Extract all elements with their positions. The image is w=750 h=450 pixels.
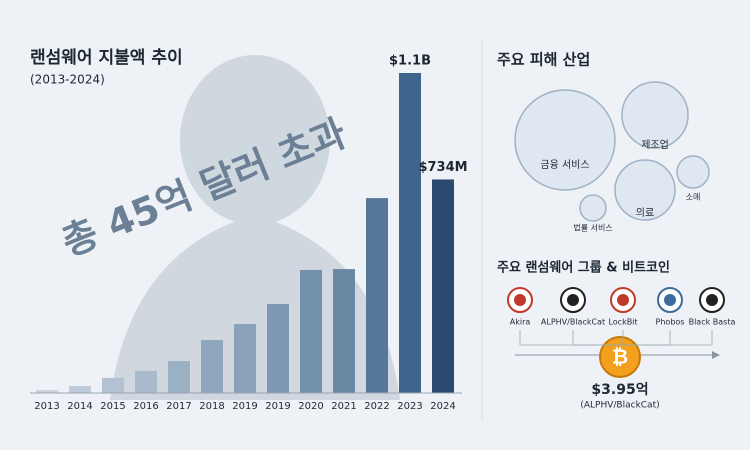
group-link bbox=[620, 330, 713, 346]
x-tick-label: 2019 bbox=[232, 401, 257, 412]
industry-bubble bbox=[514, 89, 616, 191]
bar bbox=[366, 198, 388, 393]
x-tick-label: 2018 bbox=[199, 401, 224, 412]
group-icon-core bbox=[514, 294, 526, 306]
groups-title: 주요 랜섬웨어 그룹 & 비트코인 bbox=[497, 260, 670, 276]
bar bbox=[234, 324, 256, 393]
amount: $3.95억 bbox=[591, 382, 648, 398]
bar bbox=[201, 340, 223, 393]
bar bbox=[135, 370, 157, 393]
industry-label: 금융 서비스 bbox=[540, 159, 589, 171]
industry-label: 의료 bbox=[636, 207, 654, 219]
bar bbox=[168, 361, 190, 393]
x-tick-label: 2023 bbox=[397, 401, 422, 412]
bar bbox=[432, 179, 454, 393]
industries-title: 주요 피해 산업 bbox=[497, 51, 590, 69]
chart-title: 랜섬웨어 지불액 추이 bbox=[30, 48, 183, 68]
group-label: Phobos bbox=[656, 318, 685, 327]
value-label: $1.1B bbox=[389, 54, 431, 69]
bar bbox=[69, 386, 91, 393]
bitcoin-symbol: ₿ bbox=[612, 345, 628, 369]
value-label: $734M bbox=[418, 160, 467, 175]
x-tick-label: 2020 bbox=[298, 401, 323, 412]
bitcoin-icon bbox=[599, 336, 641, 378]
industry-label: 제조업 bbox=[641, 138, 669, 151]
group-icon-core bbox=[567, 294, 579, 306]
chart-subtitle: (2013-2024) bbox=[30, 73, 105, 87]
industry-bubble bbox=[614, 159, 676, 221]
x-tick-label: 2016 bbox=[133, 401, 158, 412]
industry-bubble bbox=[621, 81, 689, 149]
x-tick-label: 2015 bbox=[100, 401, 125, 412]
industry-label: 소매 bbox=[686, 193, 701, 202]
bar bbox=[399, 73, 421, 393]
bar bbox=[267, 303, 289, 393]
timeline-arrow bbox=[712, 351, 720, 359]
group-icon-core bbox=[617, 294, 629, 306]
group-icon-core bbox=[664, 294, 676, 306]
industry-bubble bbox=[676, 155, 710, 189]
silhouette bbox=[110, 55, 400, 400]
bar bbox=[300, 269, 322, 393]
bar bbox=[102, 377, 124, 393]
group-icon-core bbox=[706, 294, 718, 306]
amount-note: (ALPHV/BlackCat) bbox=[580, 401, 659, 411]
x-tick-label: 2013 bbox=[34, 401, 59, 412]
group-label: Black Basta bbox=[689, 318, 736, 327]
x-tick-label: 2014 bbox=[67, 401, 92, 412]
x-tick-label: 2017 bbox=[166, 401, 191, 412]
group-label: LockBit bbox=[608, 318, 637, 327]
x-tick-label: 2019 bbox=[265, 401, 290, 412]
industry-bubble bbox=[579, 194, 607, 222]
industry-label: 법률 서비스 bbox=[573, 223, 612, 233]
x-tick-label: 2024 bbox=[430, 401, 455, 412]
bar bbox=[36, 390, 58, 393]
group-label: Akira bbox=[510, 318, 531, 327]
x-tick-label: 2022 bbox=[364, 401, 389, 412]
group-label: ALPHV/BlackCat bbox=[541, 318, 605, 327]
group-link bbox=[572, 330, 620, 346]
bar bbox=[333, 269, 355, 393]
x-tick-label: 2021 bbox=[331, 401, 356, 412]
